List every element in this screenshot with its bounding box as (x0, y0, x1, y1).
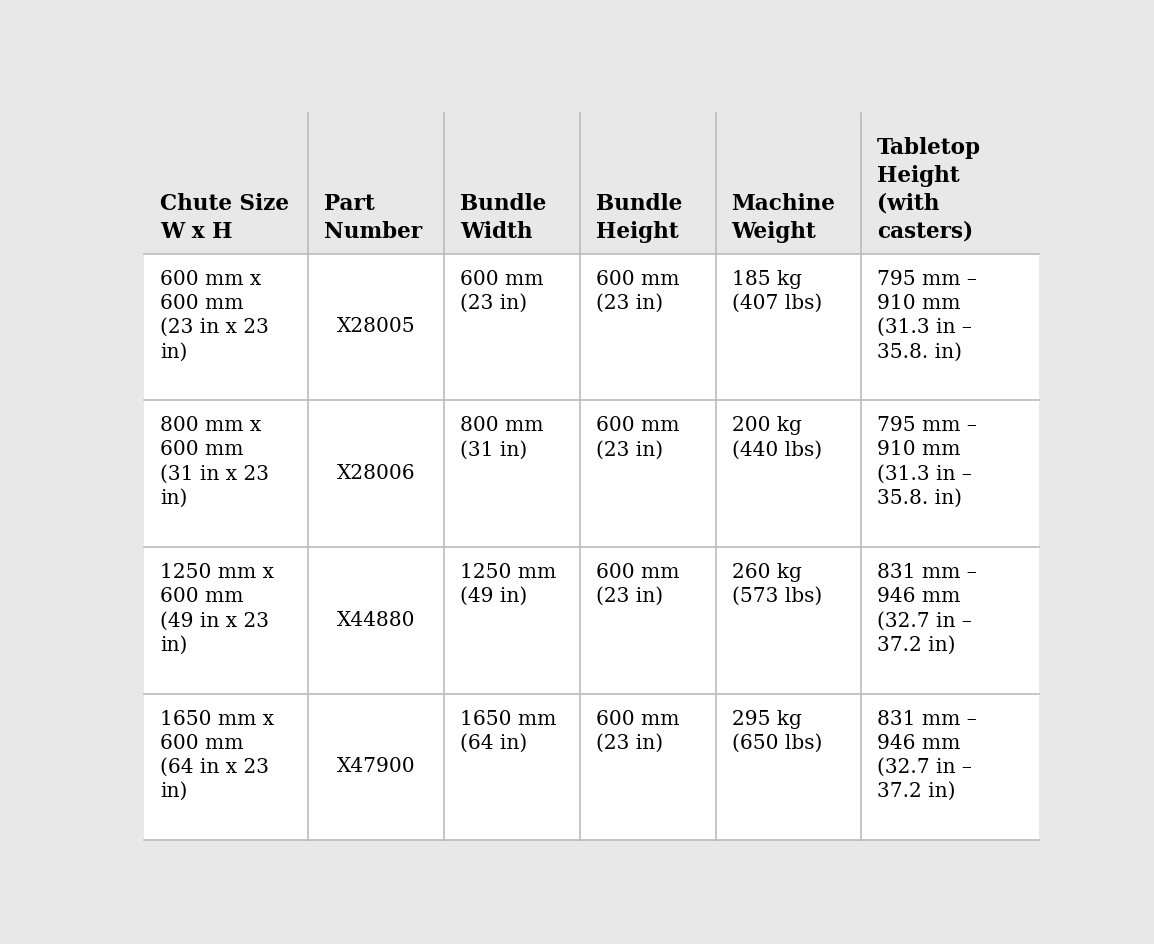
Text: Chute Size
W x H: Chute Size W x H (160, 193, 290, 243)
Text: 800 mm
(31 in): 800 mm (31 in) (460, 416, 544, 460)
Text: 260 kg
(573 lbs): 260 kg (573 lbs) (732, 563, 822, 606)
Bar (861, 400, 1039, 547)
Bar (444, 254, 579, 400)
Bar (444, 694, 579, 840)
Text: 600 mm
(23 in): 600 mm (23 in) (595, 710, 680, 752)
Bar (715, 254, 861, 400)
Text: 600 mm
(23 in): 600 mm (23 in) (460, 270, 544, 312)
Text: 1650 mm x
600 mm
(64 in x 23
in): 1650 mm x 600 mm (64 in x 23 in) (160, 710, 275, 801)
Text: 600 mm
(23 in): 600 mm (23 in) (595, 563, 680, 606)
Bar (579, 113, 715, 254)
Bar (861, 254, 1039, 400)
Text: X28005: X28005 (337, 317, 415, 336)
Bar (144, 254, 308, 400)
Text: Machine
Weight: Machine Weight (732, 193, 835, 243)
Bar (579, 694, 715, 840)
Text: 795 mm –
910 mm
(31.3 in –
35.8. in): 795 mm – 910 mm (31.3 in – 35.8. in) (877, 270, 976, 362)
Text: 1250 mm x
600 mm
(49 in x 23
in): 1250 mm x 600 mm (49 in x 23 in) (160, 563, 275, 654)
Bar (144, 694, 308, 840)
Text: 1650 mm
(64 in): 1650 mm (64 in) (460, 710, 556, 752)
Bar (579, 254, 715, 400)
Bar (715, 547, 861, 694)
Bar (579, 400, 715, 547)
Text: X28006: X28006 (337, 464, 415, 483)
Text: Bundle
Height: Bundle Height (595, 193, 682, 243)
Bar (861, 113, 1039, 254)
Text: 800 mm x
600 mm
(31 in x 23
in): 800 mm x 600 mm (31 in x 23 in) (160, 416, 269, 508)
Text: 831 mm –
946 mm
(32.7 in –
37.2 in): 831 mm – 946 mm (32.7 in – 37.2 in) (877, 563, 976, 654)
Text: 831 mm –
946 mm
(32.7 in –
37.2 in): 831 mm – 946 mm (32.7 in – 37.2 in) (877, 710, 976, 801)
Text: 600 mm
(23 in): 600 mm (23 in) (595, 416, 680, 460)
Bar (144, 113, 308, 254)
Text: Tabletop
Height
(with
casters): Tabletop Height (with casters) (877, 137, 981, 243)
Bar (444, 547, 579, 694)
Text: 600 mm
(23 in): 600 mm (23 in) (595, 270, 680, 312)
Text: Bundle
Width: Bundle Width (460, 193, 546, 243)
Bar (715, 694, 861, 840)
Text: 185 kg
(407 lbs): 185 kg (407 lbs) (732, 270, 822, 312)
Bar (308, 400, 444, 547)
Bar (144, 400, 308, 547)
Bar (715, 400, 861, 547)
Bar (861, 547, 1039, 694)
Text: 200 kg
(440 lbs): 200 kg (440 lbs) (732, 416, 822, 460)
Text: 795 mm –
910 mm
(31.3 in –
35.8. in): 795 mm – 910 mm (31.3 in – 35.8. in) (877, 416, 976, 508)
Bar (444, 113, 579, 254)
Text: X44880: X44880 (337, 611, 415, 630)
Bar (308, 547, 444, 694)
Bar (144, 547, 308, 694)
Text: Part
Number: Part Number (324, 193, 422, 243)
Bar (579, 547, 715, 694)
Text: X47900: X47900 (337, 757, 415, 776)
Bar (308, 694, 444, 840)
Bar (308, 254, 444, 400)
Text: 295 kg
(650 lbs): 295 kg (650 lbs) (732, 710, 822, 752)
Text: 1250 mm
(49 in): 1250 mm (49 in) (460, 563, 556, 606)
Bar (444, 400, 579, 547)
Text: 600 mm x
600 mm
(23 in x 23
in): 600 mm x 600 mm (23 in x 23 in) (160, 270, 269, 362)
Bar (861, 694, 1039, 840)
Bar (715, 113, 861, 254)
Bar (308, 113, 444, 254)
